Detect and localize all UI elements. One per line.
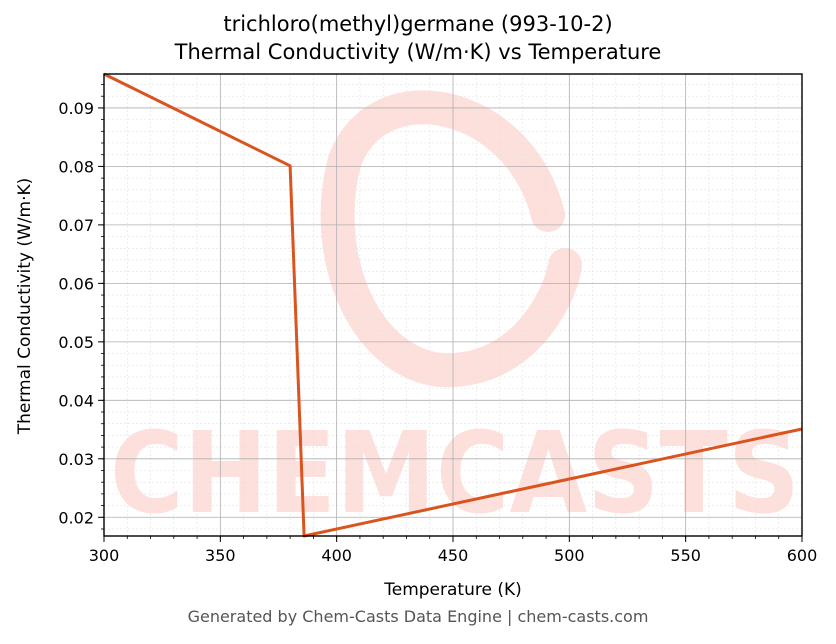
footer-credit: Generated by Chem-Casts Data Engine | ch… bbox=[187, 607, 649, 626]
x-tick-label: 400 bbox=[321, 546, 352, 565]
x-tick-label: 300 bbox=[89, 546, 120, 565]
y-axis-label: Thermal Conductivity (W/m·K) bbox=[15, 178, 35, 436]
x-tick-label: 600 bbox=[787, 546, 818, 565]
y-tick-label: 0.03 bbox=[58, 450, 94, 469]
y-tick-label: 0.02 bbox=[58, 508, 94, 527]
x-tick-label: 500 bbox=[554, 546, 585, 565]
series-line bbox=[103, 72, 803, 538]
chart-title: trichloro(methyl)germane (993-10-2) bbox=[223, 12, 613, 36]
y-tick-label: 0.07 bbox=[58, 216, 94, 235]
y-tick-label: 0.06 bbox=[58, 274, 94, 293]
x-tick-label: 350 bbox=[205, 546, 236, 565]
y-tick-label: 0.09 bbox=[58, 99, 94, 118]
chart-subtitle: Thermal Conductivity (W/m·K) vs Temperat… bbox=[174, 40, 662, 64]
y-tick-label: 0.04 bbox=[58, 391, 94, 410]
x-axis: 300 350 400 450 500 550 600 bbox=[89, 536, 818, 565]
watermark-logo-swirl bbox=[320, 90, 582, 388]
watermark-text: CHEMCASTS bbox=[110, 409, 800, 539]
y-tick-label: 0.08 bbox=[58, 157, 94, 176]
x-tick-label: 450 bbox=[438, 546, 469, 565]
x-tick-label: 550 bbox=[670, 546, 701, 565]
x-axis-label: Temperature (K) bbox=[383, 580, 522, 600]
series-layer bbox=[103, 72, 803, 538]
watermark: CHEMCASTS bbox=[110, 90, 800, 539]
y-tick-label: 0.05 bbox=[58, 333, 94, 352]
y-axis: 0.02 0.03 0.04 0.05 0.06 0.07 0.08 0.09 bbox=[58, 84, 104, 530]
